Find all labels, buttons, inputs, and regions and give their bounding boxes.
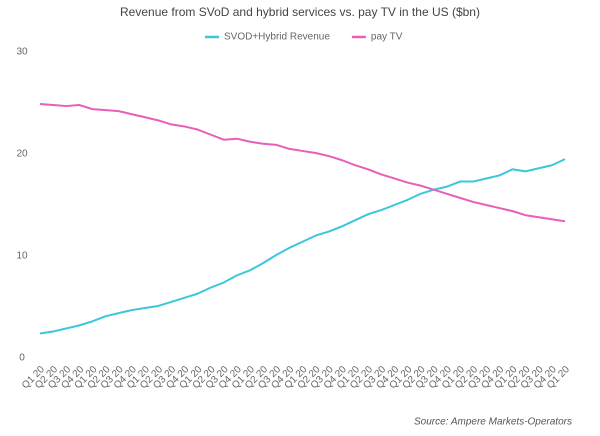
source-note: Source: Ampere Markets-Operators — [414, 417, 572, 428]
series-line — [39, 158, 566, 335]
y-tick-label: 30 — [16, 47, 28, 58]
legend-label: pay TV — [371, 32, 403, 43]
chart-title: Revenue from SVoD and hybrid services vs… — [120, 5, 480, 19]
y-tick-label: 10 — [16, 251, 28, 262]
series-line — [39, 103, 566, 223]
y-tick-label: 20 — [16, 149, 28, 160]
legend-label: SVOD+Hybrid Revenue — [224, 32, 330, 43]
y-tick-label: 0 — [19, 353, 25, 364]
